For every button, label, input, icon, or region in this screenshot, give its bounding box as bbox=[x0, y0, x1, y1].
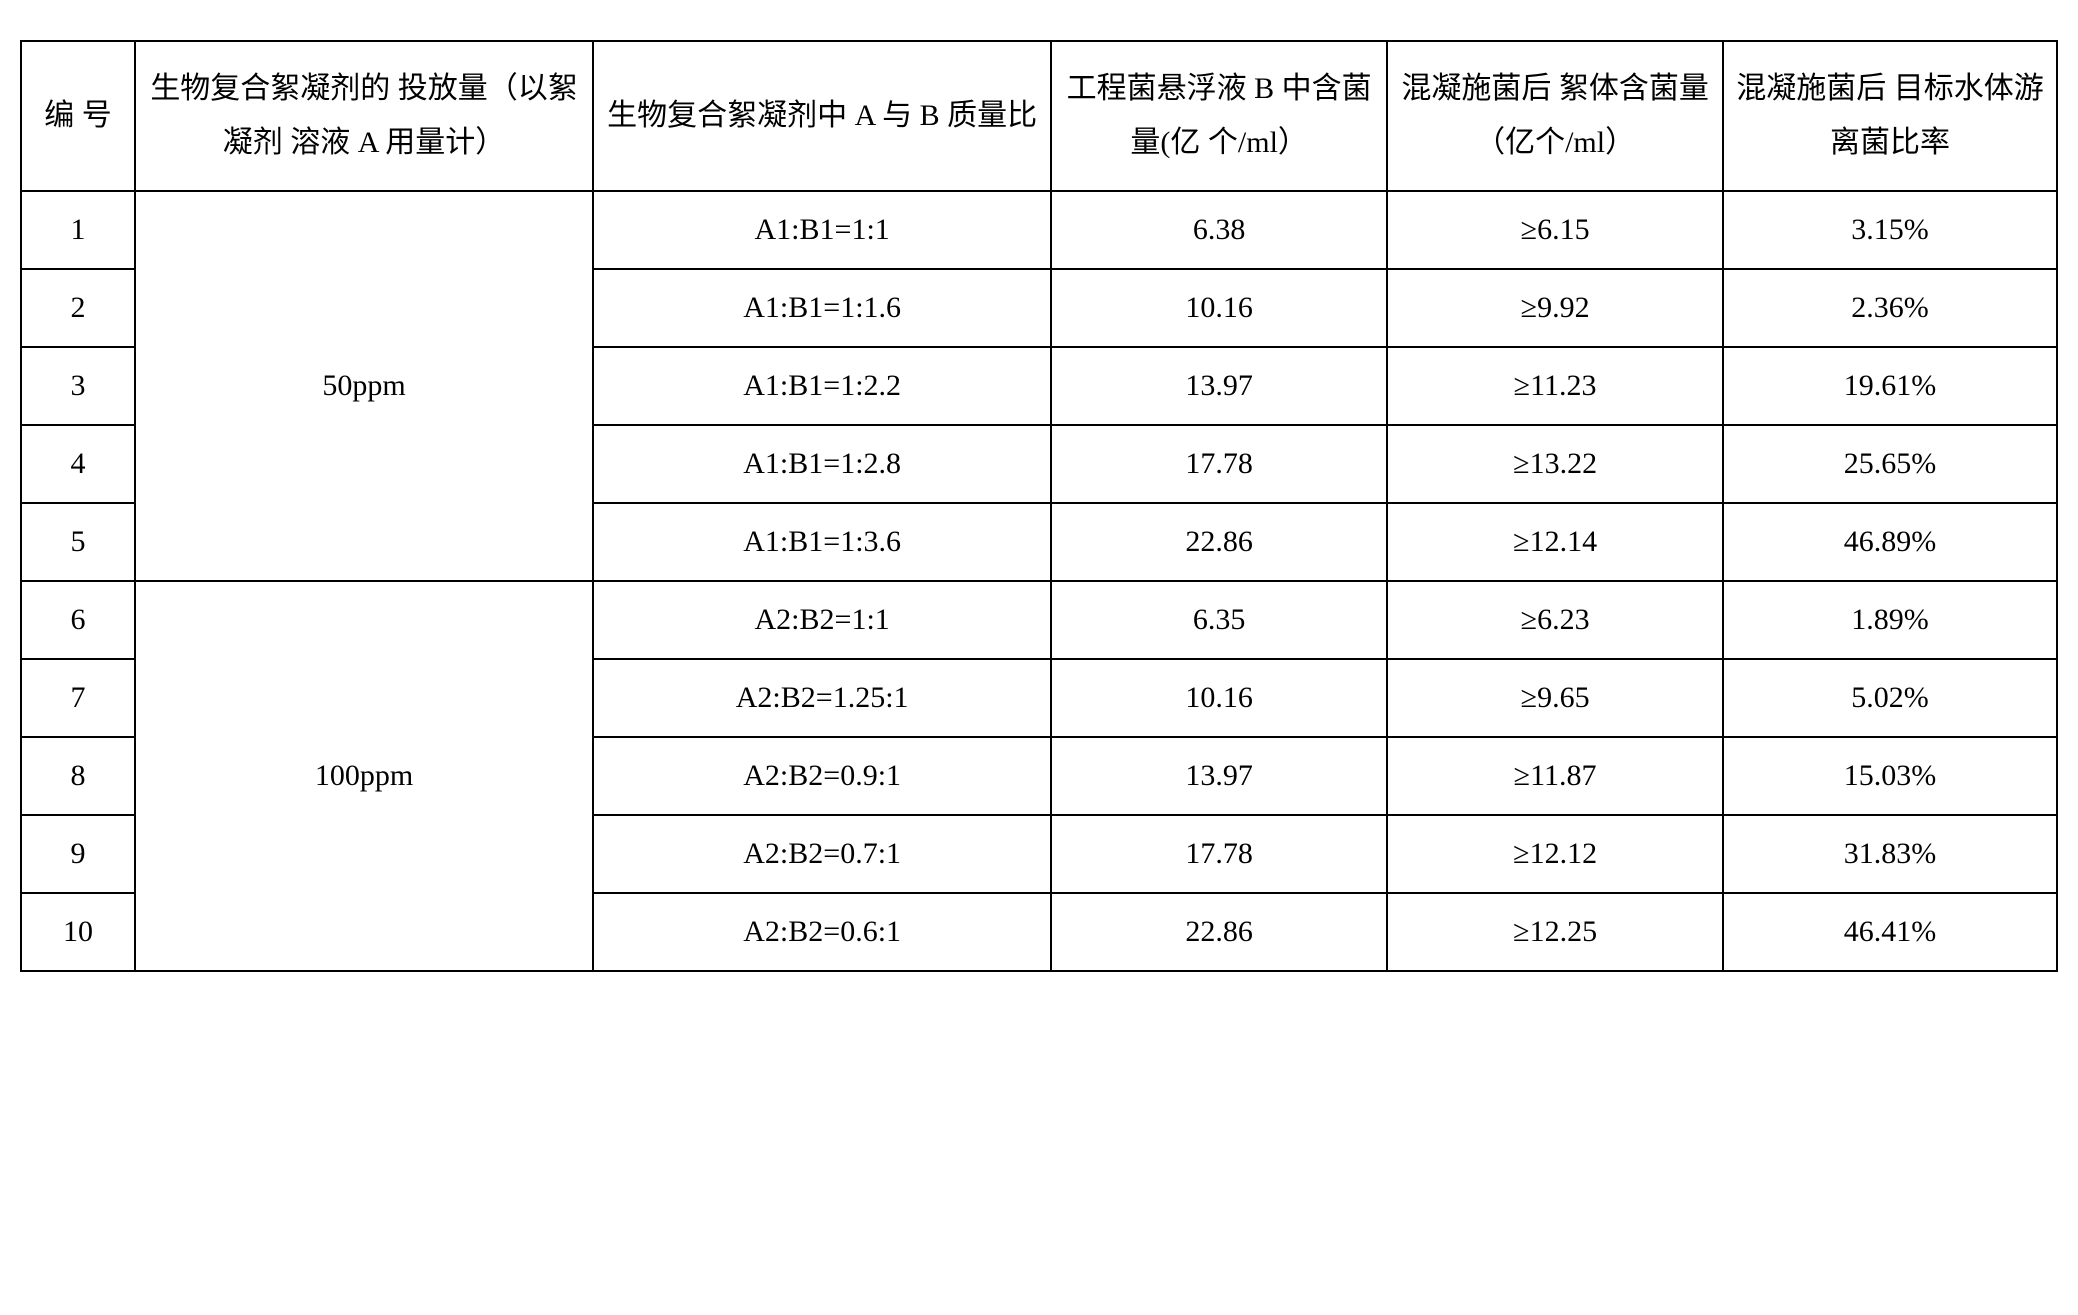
header-floc-count: 混凝施菌后 絮体含菌量 （亿个/ml） bbox=[1387, 41, 1723, 191]
header-id: 编 号 bbox=[21, 41, 135, 191]
cell-floc-count: ≥11.87 bbox=[1387, 737, 1723, 815]
cell-ratio: A2:B2=0.6:1 bbox=[593, 893, 1051, 971]
table-row: 6100ppmA2:B2=1:16.35≥6.231.89% bbox=[21, 581, 2057, 659]
table-row: 150ppmA1:B1=1:16.38≥6.153.15% bbox=[21, 191, 2057, 269]
cell-free-rate: 3.15% bbox=[1723, 191, 2057, 269]
cell-floc-count: ≥6.23 bbox=[1387, 581, 1723, 659]
cell-free-rate: 46.41% bbox=[1723, 893, 2057, 971]
cell-id: 1 bbox=[21, 191, 135, 269]
cell-b-count: 22.86 bbox=[1051, 503, 1387, 581]
cell-id: 7 bbox=[21, 659, 135, 737]
header-free-rate: 混凝施菌后 目标水体游 离菌比率 bbox=[1723, 41, 2057, 191]
cell-b-count: 6.35 bbox=[1051, 581, 1387, 659]
cell-dosage: 100ppm bbox=[135, 581, 593, 971]
cell-id: 6 bbox=[21, 581, 135, 659]
cell-b-count: 17.78 bbox=[1051, 425, 1387, 503]
cell-floc-count: ≥12.25 bbox=[1387, 893, 1723, 971]
cell-free-rate: 25.65% bbox=[1723, 425, 2057, 503]
cell-ratio: A1:B1=1:1 bbox=[593, 191, 1051, 269]
cell-b-count: 17.78 bbox=[1051, 815, 1387, 893]
cell-b-count: 6.38 bbox=[1051, 191, 1387, 269]
data-table-container: 编 号 生物复合絮凝剂的 投放量（以絮凝剂 溶液 A 用量计） 生物复合絮凝剂中… bbox=[20, 40, 2058, 972]
cell-dosage: 50ppm bbox=[135, 191, 593, 581]
cell-id: 9 bbox=[21, 815, 135, 893]
cell-free-rate: 46.89% bbox=[1723, 503, 2057, 581]
cell-id: 5 bbox=[21, 503, 135, 581]
cell-floc-count: ≥11.23 bbox=[1387, 347, 1723, 425]
data-table: 编 号 生物复合絮凝剂的 投放量（以絮凝剂 溶液 A 用量计） 生物复合絮凝剂中… bbox=[20, 40, 2058, 972]
cell-ratio: A1:B1=1:3.6 bbox=[593, 503, 1051, 581]
cell-b-count: 13.97 bbox=[1051, 737, 1387, 815]
cell-floc-count: ≥12.14 bbox=[1387, 503, 1723, 581]
header-dosage: 生物复合絮凝剂的 投放量（以絮凝剂 溶液 A 用量计） bbox=[135, 41, 593, 191]
cell-id: 8 bbox=[21, 737, 135, 815]
cell-ratio: A2:B2=1.25:1 bbox=[593, 659, 1051, 737]
cell-id: 3 bbox=[21, 347, 135, 425]
cell-ratio: A2:B2=0.7:1 bbox=[593, 815, 1051, 893]
cell-free-rate: 19.61% bbox=[1723, 347, 2057, 425]
header-ratio: 生物复合絮凝剂中 A 与 B 质量比 bbox=[593, 41, 1051, 191]
cell-b-count: 13.97 bbox=[1051, 347, 1387, 425]
cell-ratio: A2:B2=0.9:1 bbox=[593, 737, 1051, 815]
cell-free-rate: 31.83% bbox=[1723, 815, 2057, 893]
cell-ratio: A1:B1=1:2.8 bbox=[593, 425, 1051, 503]
cell-b-count: 22.86 bbox=[1051, 893, 1387, 971]
cell-id: 2 bbox=[21, 269, 135, 347]
cell-floc-count: ≥9.92 bbox=[1387, 269, 1723, 347]
cell-b-count: 10.16 bbox=[1051, 659, 1387, 737]
header-row: 编 号 生物复合絮凝剂的 投放量（以絮凝剂 溶液 A 用量计） 生物复合絮凝剂中… bbox=[21, 41, 2057, 191]
table-head: 编 号 生物复合絮凝剂的 投放量（以絮凝剂 溶液 A 用量计） 生物复合絮凝剂中… bbox=[21, 41, 2057, 191]
cell-id: 4 bbox=[21, 425, 135, 503]
cell-ratio: A2:B2=1:1 bbox=[593, 581, 1051, 659]
cell-ratio: A1:B1=1:2.2 bbox=[593, 347, 1051, 425]
cell-free-rate: 1.89% bbox=[1723, 581, 2057, 659]
cell-floc-count: ≥9.65 bbox=[1387, 659, 1723, 737]
cell-ratio: A1:B1=1:1.6 bbox=[593, 269, 1051, 347]
cell-free-rate: 2.36% bbox=[1723, 269, 2057, 347]
header-b-count: 工程菌悬浮液 B 中含菌量(亿 个/ml） bbox=[1051, 41, 1387, 191]
cell-floc-count: ≥6.15 bbox=[1387, 191, 1723, 269]
cell-id: 10 bbox=[21, 893, 135, 971]
cell-free-rate: 15.03% bbox=[1723, 737, 2057, 815]
table-body: 150ppmA1:B1=1:16.38≥6.153.15% 2 A1:B1=1:1.… bbox=[21, 191, 2057, 971]
cell-free-rate: 5.02% bbox=[1723, 659, 2057, 737]
cell-floc-count: ≥12.12 bbox=[1387, 815, 1723, 893]
cell-floc-count: ≥13.22 bbox=[1387, 425, 1723, 503]
cell-b-count: 10.16 bbox=[1051, 269, 1387, 347]
